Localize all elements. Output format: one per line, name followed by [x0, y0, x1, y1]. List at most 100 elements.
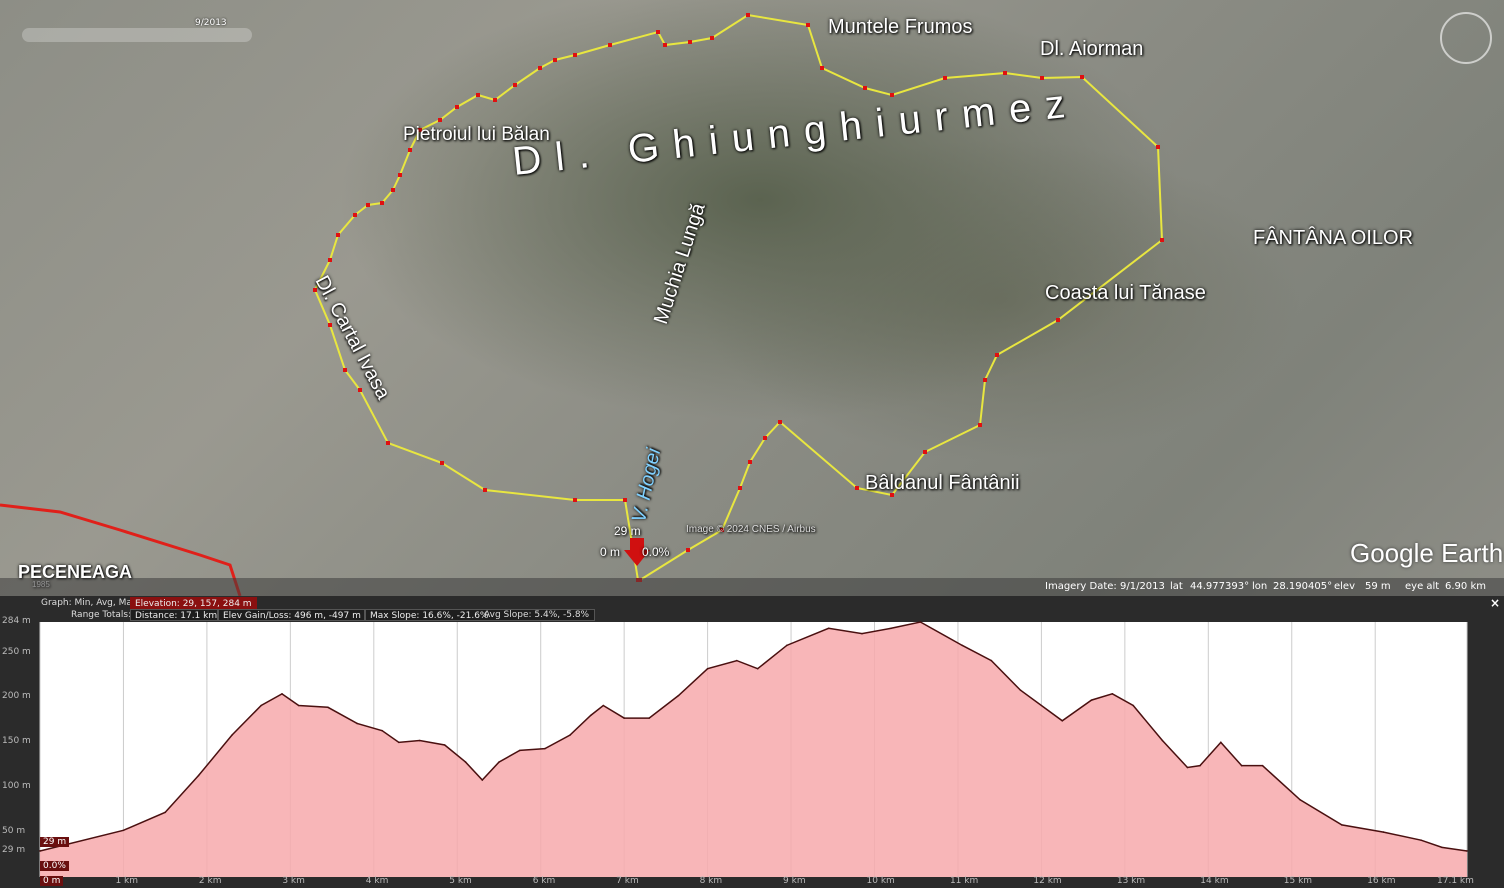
elevation-point [961, 644, 963, 647]
cursor-elevation: 29 m [614, 524, 641, 538]
x-tick-label: 13 km [1116, 876, 1146, 886]
google-earth-logo: Google Earth [1350, 538, 1504, 568]
x-tick-label: 1 km [115, 876, 139, 886]
route-vertex [890, 93, 894, 97]
route-vertex [483, 488, 487, 492]
route-vertex [408, 148, 412, 152]
route-vertex [663, 43, 667, 47]
elev-gain-loss[interactable]: Elev Gain/Loss: 496 m, -497 m [218, 609, 365, 621]
lat-label: lat [1170, 581, 1183, 592]
route-vertex [438, 118, 442, 122]
elevation-cursor-marker [624, 538, 650, 566]
elevation-point [1441, 846, 1443, 849]
route-vertex [328, 323, 332, 327]
x-tick-label: 10 km [866, 876, 895, 886]
elevation-chart[interactable] [0, 596, 1504, 888]
status-bar: Imagery Date: 9/1/2013 lat 44.977393° lo… [0, 578, 1504, 596]
elevation-point [1132, 704, 1134, 707]
elevation-point [381, 729, 383, 732]
x-tick-label: 7 km [616, 876, 639, 886]
map-view[interactable]: 9/2013 Dl. Ghiunghiurmez Muntele Frumos … [0, 0, 1504, 596]
elevation-profile-panel: Graph: Min, Avg, Max Elevation: 29, 157,… [0, 596, 1504, 888]
route-vertex [328, 258, 332, 262]
route-vertex [391, 188, 395, 192]
elevation-summary[interactable]: Elevation: 29, 157, 284 m [130, 597, 257, 609]
eye-alt-value: 6.90 km [1445, 581, 1486, 592]
x-tick-label: 9 km [783, 876, 806, 886]
route-vertex [380, 201, 384, 205]
route-vertex [343, 368, 347, 372]
elevation-point [1111, 693, 1114, 695]
x-tick-label: 2 km [198, 876, 222, 886]
route-vertex [1040, 76, 1044, 80]
route-vertex [688, 40, 692, 44]
elevation-point [327, 706, 329, 709]
elevation-point [990, 659, 993, 662]
close-profile-button[interactable]: × [1489, 596, 1500, 610]
max-slope[interactable]: Max Slope: 16.6%, -21.6% [365, 609, 595, 621]
elevation-point [919, 621, 922, 623]
label-pietroiul: Pietroiul lui Bălan [403, 124, 550, 145]
imagery-copyright: Image © 2024 CNES / Airbus [686, 524, 816, 535]
elevation-point [648, 717, 650, 719]
x-tick-label: 8 km [699, 876, 723, 886]
x-tick-label: 12 km [1033, 876, 1062, 886]
route-vertex [983, 378, 987, 382]
elevation-point [706, 667, 709, 670]
y-tick-label: 50 m [2, 826, 26, 837]
elevation-point [544, 747, 546, 750]
red-track [0, 503, 242, 596]
elevation-area [40, 622, 1467, 877]
elevation-line [39, 621, 1468, 852]
compass-icon[interactable] [1440, 12, 1492, 64]
route-vertex [313, 288, 317, 292]
elevation-point [1299, 798, 1301, 801]
route-vertex [656, 30, 660, 34]
graph-label: Graph: Min, Avg, Max [41, 598, 138, 608]
cursor-slope-tag: 0.0% [40, 861, 69, 871]
elevation-point [602, 704, 605, 707]
elevation-point [1420, 839, 1422, 841]
route-vertex [806, 23, 810, 27]
route-vertex [386, 441, 390, 445]
route-vertex [763, 436, 767, 440]
avg-slope[interactable]: Avg Slope: 5.4%, -5.8% [484, 610, 590, 620]
elevation-point [756, 667, 759, 670]
route-vertex [1156, 145, 1160, 149]
label-muntele-frumos: Muntele Frumos [828, 16, 973, 38]
y-tick-label: 29 m [2, 844, 26, 855]
route-vertex [538, 66, 542, 70]
y-tick-label: 100 m [2, 781, 31, 792]
eye-alt-label: eye alt [1405, 581, 1440, 592]
label-fantana-oilor: FÂNTÂNA OILOR [1253, 227, 1414, 249]
route-vertex [1056, 318, 1060, 322]
time-slider[interactable] [22, 28, 252, 42]
route-vertex [863, 86, 867, 90]
x-tick-label: 4 km [365, 876, 389, 886]
y-tick-label: 150 m [2, 736, 31, 747]
elevation-point [398, 741, 400, 744]
distance-total[interactable]: Distance: 17.1 km [130, 609, 218, 621]
route-vertex [353, 213, 357, 217]
route-vertex [778, 420, 782, 424]
elevation-point [356, 722, 358, 725]
elevation-point [1466, 850, 1468, 852]
elevation-point [1090, 699, 1093, 701]
lon-value: 28.190405° [1273, 581, 1333, 592]
elevation-point [1061, 719, 1064, 722]
route-vertex [923, 450, 927, 454]
elevation-point [464, 761, 467, 763]
route-vertex [336, 233, 340, 237]
elevation-point [1382, 831, 1385, 833]
route-vertex [418, 128, 422, 132]
elevation-point [736, 659, 738, 662]
route-vertex [978, 423, 982, 427]
elevation-point [1186, 766, 1189, 769]
route-vertex [366, 203, 370, 207]
route-vertex [738, 486, 742, 490]
route-vertex [686, 548, 690, 552]
label-baldanul-fantanii: Bâldanul Fântânii [865, 472, 1020, 494]
route-vertex [553, 58, 557, 62]
x-tick-label: 5 km [449, 876, 472, 886]
route-vertex [1080, 75, 1084, 79]
